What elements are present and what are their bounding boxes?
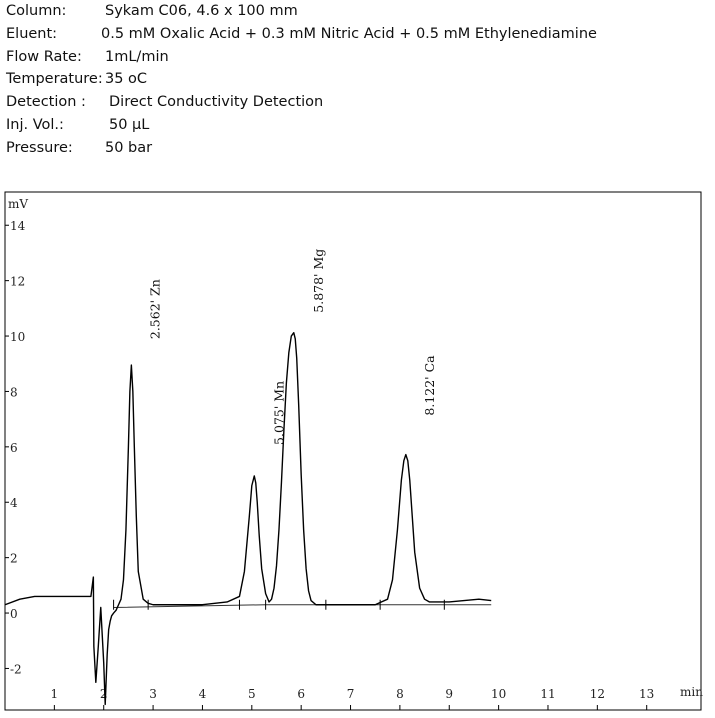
plot-frame <box>4 191 702 711</box>
param-value: 35 oC <box>105 71 148 88</box>
param-label: Pressure: <box>6 139 73 156</box>
y-tick-label: 2 <box>10 552 18 566</box>
param-label: Detection : <box>6 94 86 111</box>
chromatogram-trace <box>4 332 492 706</box>
x-tick-label: 7 <box>347 687 355 701</box>
x-tick-label: 13 <box>639 687 654 701</box>
x-tick-label: 10 <box>491 687 506 701</box>
chromatogram-trace-group <box>4 332 492 706</box>
y-tick-label: 4 <box>10 496 18 510</box>
x-tick-label: 8 <box>396 687 404 701</box>
param-value: 50 µL <box>109 116 150 133</box>
x-tick-label: 5 <box>248 687 256 701</box>
integration-markers <box>113 599 445 610</box>
x-tick-label: 2 <box>100 687 108 701</box>
y-axis-ticks: -2 0 2 4 6 8 10 12 14 <box>5 219 26 676</box>
peak-label: 8.122' Ca <box>422 355 437 416</box>
y-tick-label: 12 <box>10 275 25 289</box>
x-tick-label: 3 <box>149 687 157 701</box>
param-value: 1mL/min <box>105 48 169 65</box>
peak-label: 5.878' Mg <box>311 249 326 313</box>
peak-labels: 2.562' Zn 5.075' Mn 5.878' Mg 8.122' Ca <box>147 249 436 445</box>
param-value: 0.5 mM Oxalic Acid + 0.3 mM Nitric Acid … <box>101 25 597 42</box>
y-tick-label: 6 <box>10 441 18 455</box>
y-axis-label: mV <box>8 197 28 211</box>
x-tick-label: 4 <box>199 687 207 701</box>
param-label: Inj. Vol.: <box>6 116 64 133</box>
y-tick-label: 14 <box>10 219 26 233</box>
y-tick-label: -2 <box>10 662 22 676</box>
y-tick-label: 8 <box>10 385 18 399</box>
param-value: Sykam C06, 4.6 x 100 mm <box>105 3 298 19</box>
param-label: Eluent: <box>6 25 58 42</box>
peak-label: 2.562' Zn <box>147 279 162 339</box>
x-tick-label: 9 <box>445 687 453 701</box>
param-value: Direct Conductivity Detection <box>109 94 324 111</box>
param-value: 50 bar <box>105 139 153 156</box>
x-axis-ticks: 1 2 3 4 5 6 7 8 9 10 11 12 13 <box>51 687 654 710</box>
param-label: Flow Rate: <box>6 48 82 65</box>
y-tick-label: 0 <box>10 607 18 621</box>
y-tick-label: 10 <box>10 330 25 344</box>
peak-label: 5.075' Mn <box>272 381 287 445</box>
x-tick-label: 11 <box>540 687 555 701</box>
x-tick-label: 1 <box>51 687 59 701</box>
x-tick-label: 12 <box>590 687 605 701</box>
x-axis-label: min <box>680 685 703 699</box>
param-label: Temperature: <box>6 71 103 88</box>
x-tick-label: 6 <box>297 687 305 701</box>
param-label: Column: <box>6 3 67 19</box>
